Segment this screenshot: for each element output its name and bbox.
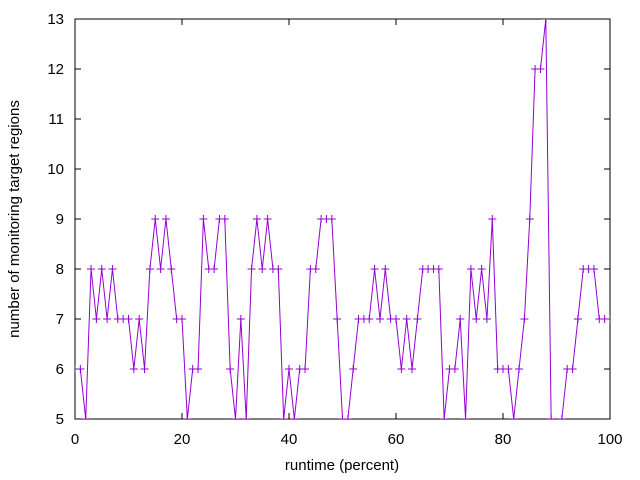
- data-point: [333, 315, 342, 323]
- data-point: [402, 315, 411, 323]
- data-point: [274, 265, 283, 273]
- y-tick-label: 5: [56, 411, 64, 428]
- data-point: [461, 415, 470, 419]
- data-point: [199, 215, 208, 223]
- data-point: [231, 415, 240, 419]
- data-point: [161, 215, 170, 223]
- data-point: [76, 365, 85, 373]
- data-point: [285, 365, 293, 373]
- data-point: [525, 215, 534, 223]
- data-point: [236, 315, 245, 323]
- axis-ticks: [74, 18, 611, 420]
- data-point: [413, 315, 422, 323]
- x-tick-label: 40: [281, 431, 298, 448]
- data-point: [477, 265, 486, 273]
- data-point: [194, 365, 203, 373]
- data-point: [392, 315, 400, 323]
- data-point: [290, 415, 299, 419]
- data-point: [258, 265, 267, 273]
- data-point: [349, 365, 358, 373]
- data-point: [92, 315, 101, 323]
- data-point: [210, 265, 219, 273]
- data-point: [135, 315, 144, 323]
- y-tick-label: 7: [56, 311, 64, 328]
- data-point: [311, 265, 320, 273]
- data-point: [279, 415, 288, 419]
- data-point: [450, 365, 459, 373]
- data-point: [247, 265, 256, 273]
- data-point: [183, 415, 192, 419]
- x-tick-label: 100: [597, 431, 622, 448]
- data-point: [520, 315, 529, 323]
- data-point: [515, 365, 524, 373]
- data-point: [504, 365, 513, 373]
- data-point: [140, 365, 149, 373]
- data-point: [568, 365, 577, 373]
- data-point: [167, 265, 176, 273]
- data-point: [397, 365, 406, 373]
- data-point: [472, 315, 481, 323]
- data-point: [156, 265, 165, 273]
- data-point: [541, 19, 550, 23]
- y-tick-label: 11: [48, 111, 64, 128]
- series-markers: [75, 19, 610, 473]
- y-tick-label: 8: [56, 261, 64, 278]
- data-point: [509, 415, 518, 419]
- y-tick-label: 6: [56, 361, 64, 378]
- data-point: [440, 415, 449, 419]
- data-point: [327, 215, 336, 223]
- data-point: [129, 365, 138, 373]
- data-point: [124, 315, 133, 323]
- data-point: [370, 265, 379, 273]
- data-point: [151, 215, 160, 223]
- tick-labels: 0 20 40 60 80 100 5 6 7 8 9 10 11 12 13: [47, 11, 622, 448]
- data-point: [301, 365, 310, 373]
- data-point: [381, 265, 390, 273]
- x-axis-label: runtime (percent): [285, 457, 399, 474]
- data-point: [488, 215, 497, 223]
- data-point: [226, 365, 235, 373]
- data-point: [557, 415, 566, 419]
- data-point: [456, 315, 465, 323]
- x-tick-label: 60: [388, 431, 405, 448]
- x-tick-label: 0: [71, 431, 79, 448]
- data-point: [408, 365, 417, 373]
- data-point: [220, 215, 229, 223]
- y-tick-label: 10: [47, 161, 64, 178]
- data-point: [338, 415, 347, 419]
- data-point: [263, 215, 272, 223]
- data-point: [108, 265, 117, 273]
- data-point: [434, 265, 443, 273]
- data-point: [103, 315, 112, 323]
- data-point: [375, 315, 384, 323]
- data-point: [606, 315, 610, 323]
- data-point: [81, 415, 90, 419]
- data-point: [242, 415, 251, 419]
- data-point: [589, 265, 598, 273]
- x-tick-label: 80: [495, 431, 512, 448]
- series-line: [75, 19, 610, 419]
- data-point: [553, 465, 561, 473]
- data-point: [466, 265, 475, 273]
- data-point: [252, 215, 261, 223]
- data-point: [365, 315, 374, 323]
- data-point: [97, 265, 106, 273]
- data-point: [547, 415, 556, 419]
- y-axis-label: number of monitoring target regions: [6, 100, 23, 338]
- y-tick-label: 9: [56, 211, 64, 228]
- data-point: [145, 265, 154, 273]
- y-tick-label: 13: [47, 11, 64, 28]
- data-point: [178, 315, 186, 323]
- data-point: [343, 415, 352, 419]
- data-point: [482, 315, 491, 323]
- data-point: [87, 265, 96, 273]
- x-tick-label: 20: [174, 431, 191, 448]
- data-point: [573, 315, 582, 323]
- y-tick-label: 12: [47, 61, 64, 78]
- data-point: [536, 65, 545, 73]
